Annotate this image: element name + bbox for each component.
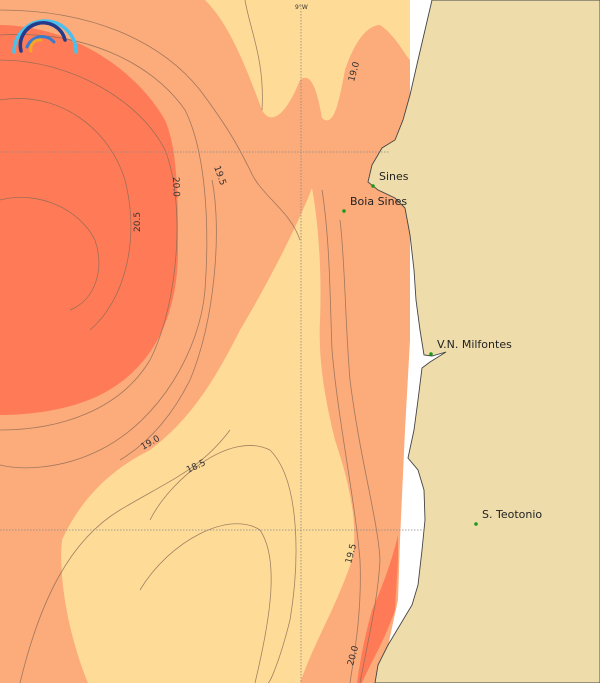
isotherm-lines [0, 0, 381, 683]
station-label-sines: Sines [379, 170, 409, 183]
station-marker-s-teotonio[interactable] [474, 522, 478, 526]
station-label-vn-milfontes: V.N. Milfontes [437, 338, 512, 351]
contour-label: 20.0 [170, 177, 181, 198]
rainbow-arcs-logo [12, 19, 78, 54]
station-label-s-teotonio: S. Teotonio [482, 508, 542, 521]
grid-label-9w: 9°W [295, 4, 308, 11]
contour-label: 20.5 [133, 212, 143, 232]
station-marker-vn-milfontes[interactable] [429, 352, 433, 356]
station-marker-boia-sines[interactable] [342, 209, 346, 213]
land-portugal [367, 0, 600, 683]
station-label-boia-sines: Boia Sines [350, 195, 407, 208]
cool-region-north [205, 0, 410, 121]
station-marker-sines[interactable] [371, 184, 375, 188]
warm-region-west [0, 25, 178, 415]
cool-region-south [61, 188, 355, 683]
